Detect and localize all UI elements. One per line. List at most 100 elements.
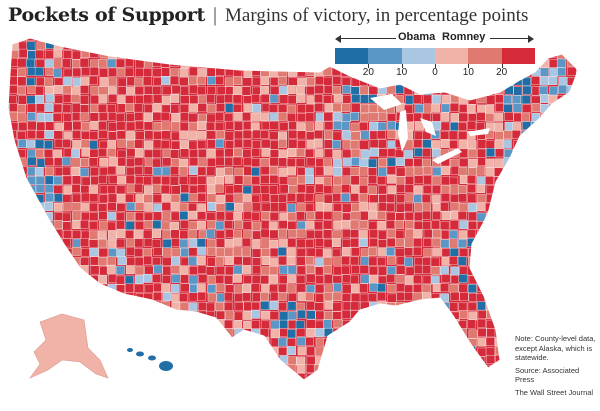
- county-cell: [152, 158, 161, 168]
- county-cell: [224, 167, 234, 176]
- county-cell: [233, 148, 243, 157]
- county-cell: [558, 148, 567, 158]
- county-cell: [189, 176, 199, 185]
- county-cell: [0, 321, 8, 329]
- county-cell: [585, 60, 593, 68]
- county-cell: [224, 292, 233, 302]
- county-cell: [233, 247, 242, 257]
- county-cell: [170, 94, 180, 103]
- county-cell: [116, 165, 126, 175]
- county-cell: [342, 113, 351, 123]
- county-cell: [314, 121, 324, 131]
- county-cell: [413, 112, 422, 122]
- county-cell: [8, 112, 10, 121]
- county-cell: [494, 158, 504, 168]
- county-cell: [540, 167, 550, 176]
- county-cell: [80, 374, 90, 380]
- county-cell: [494, 210, 504, 220]
- county-cell: [423, 248, 433, 258]
- county-cell: [45, 67, 55, 76]
- legend-arrow-line-right: [490, 38, 528, 39]
- county-cell: [215, 338, 225, 348]
- county-cell: [521, 157, 530, 166]
- county-cell: [99, 167, 109, 176]
- county-cell: [54, 392, 62, 400]
- county-cell: [477, 274, 486, 284]
- county-cell: [189, 95, 199, 104]
- county-cell: [234, 138, 243, 148]
- county-cell: [71, 166, 80, 176]
- county-cell: [494, 320, 504, 329]
- county-cell: [360, 94, 369, 104]
- county-cell: [126, 86, 136, 96]
- county-cell: [107, 211, 116, 221]
- county-cell: [441, 230, 451, 240]
- county-cell: [440, 239, 450, 249]
- county-cell: [584, 293, 592, 301]
- lake-michigan: [398, 110, 408, 152]
- legend-swatch: [401, 48, 435, 64]
- county-cell: [17, 211, 26, 221]
- county-cell: [206, 212, 216, 221]
- county-cell: [576, 156, 578, 166]
- county-cell: [575, 38, 578, 42]
- county-cell: [89, 202, 98, 212]
- county-cell: [566, 212, 576, 222]
- county-cell: [216, 50, 226, 60]
- county-cell: [467, 319, 476, 329]
- county-cell: [467, 355, 477, 365]
- county-cell: [126, 148, 136, 158]
- county-cell: [170, 229, 180, 239]
- county-cell: [358, 122, 368, 131]
- county-cell: [322, 257, 332, 266]
- county-cell: [224, 157, 234, 167]
- legend-tick-label: 20: [362, 67, 374, 78]
- county-cell: [305, 256, 314, 265]
- county-cell: [396, 292, 406, 301]
- county-cell: [377, 185, 387, 195]
- county-cell: [567, 239, 577, 249]
- county-cell: [287, 337, 296, 347]
- county-cell: [432, 347, 441, 356]
- county-cell: [359, 166, 369, 176]
- county-cell: [405, 193, 415, 203]
- county-cell: [567, 66, 577, 76]
- county-cell: [79, 58, 89, 68]
- county-cell: [333, 345, 343, 355]
- county-cell: [44, 255, 54, 265]
- county-cell: [279, 328, 289, 337]
- county-cell: [270, 320, 280, 330]
- county-cell: [350, 211, 360, 221]
- county-cell: [378, 167, 387, 177]
- county-cell: [350, 392, 358, 400]
- county-cell: [350, 284, 360, 293]
- county-cell: [234, 392, 242, 400]
- county-cell: [216, 355, 226, 365]
- county-cell: [430, 275, 440, 285]
- county-cell: [80, 104, 89, 114]
- county-cell: [43, 239, 53, 248]
- county-cell: [395, 84, 405, 94]
- county-cell: [403, 86, 413, 95]
- county-cell: [539, 211, 549, 221]
- county-cell: [17, 104, 26, 113]
- county-cell: [224, 302, 234, 312]
- county-cell: [269, 94, 279, 104]
- county-cell: [26, 77, 36, 87]
- county-cell: [396, 167, 406, 177]
- county-cell: [53, 248, 62, 258]
- county-cell: [575, 248, 578, 258]
- county-cell: [360, 149, 370, 159]
- county-cell: [359, 86, 369, 96]
- county-cell: [125, 329, 134, 338]
- county-cell: [549, 67, 559, 77]
- county-cell: [359, 373, 369, 380]
- county-cell: [261, 238, 271, 248]
- county-cell: [313, 138, 323, 148]
- county-cell: [540, 41, 550, 50]
- county-cell: [378, 194, 388, 204]
- county-cell: [35, 184, 45, 194]
- county-cell: [116, 382, 124, 390]
- county-cell: [178, 356, 188, 365]
- county-cell: [531, 275, 540, 285]
